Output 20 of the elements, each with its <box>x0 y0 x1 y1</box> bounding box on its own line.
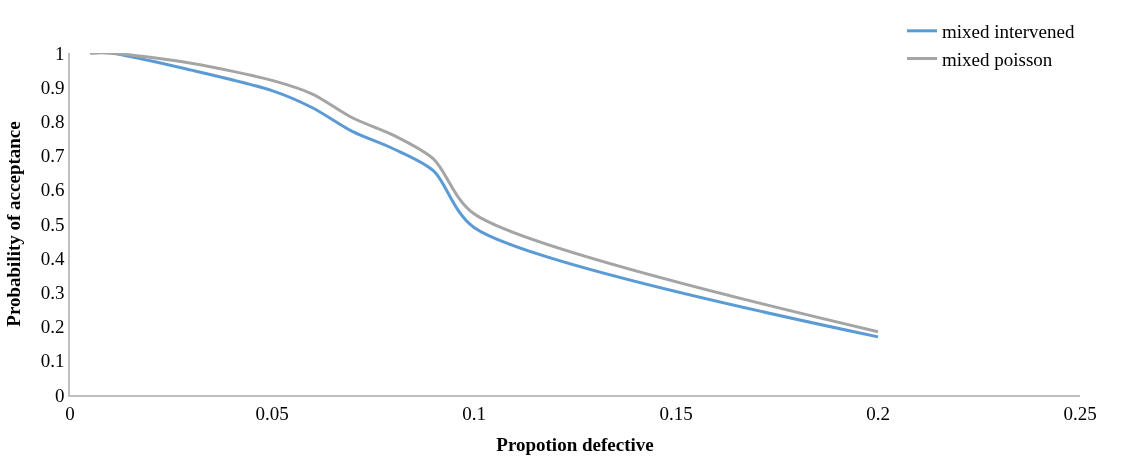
y-tick-label: 0.9 <box>40 76 65 98</box>
legend-label: mixed intervened <box>942 21 1075 43</box>
x-tick-label: 0.25 <box>1063 402 1097 424</box>
x-tick-label: 0.15 <box>659 402 693 424</box>
y-tick-label: 0.2 <box>40 316 65 338</box>
legend-label: mixed poisson <box>942 48 1053 70</box>
x-tick-label: 0.05 <box>255 402 289 424</box>
y-tick-label: 0.7 <box>40 145 65 167</box>
y-tick-label: 1 <box>54 42 65 64</box>
y-tick-label: 0.1 <box>40 350 65 372</box>
x-tick-label: 0.2 <box>866 402 890 424</box>
y-tick-label: 0 <box>54 384 65 406</box>
x-axis-title: Propotion defective <box>496 433 654 455</box>
y-tick-label: 0.8 <box>40 111 65 133</box>
y-tick-label: 0.6 <box>40 179 65 201</box>
y-axis-title: Probability of acceptance <box>3 121 25 327</box>
y-tick-label: 0.5 <box>40 213 65 235</box>
x-tick-label: 0.1 <box>462 402 486 424</box>
y-tick-label: 0.3 <box>40 282 65 304</box>
y-tick-label: 0.4 <box>40 247 65 269</box>
